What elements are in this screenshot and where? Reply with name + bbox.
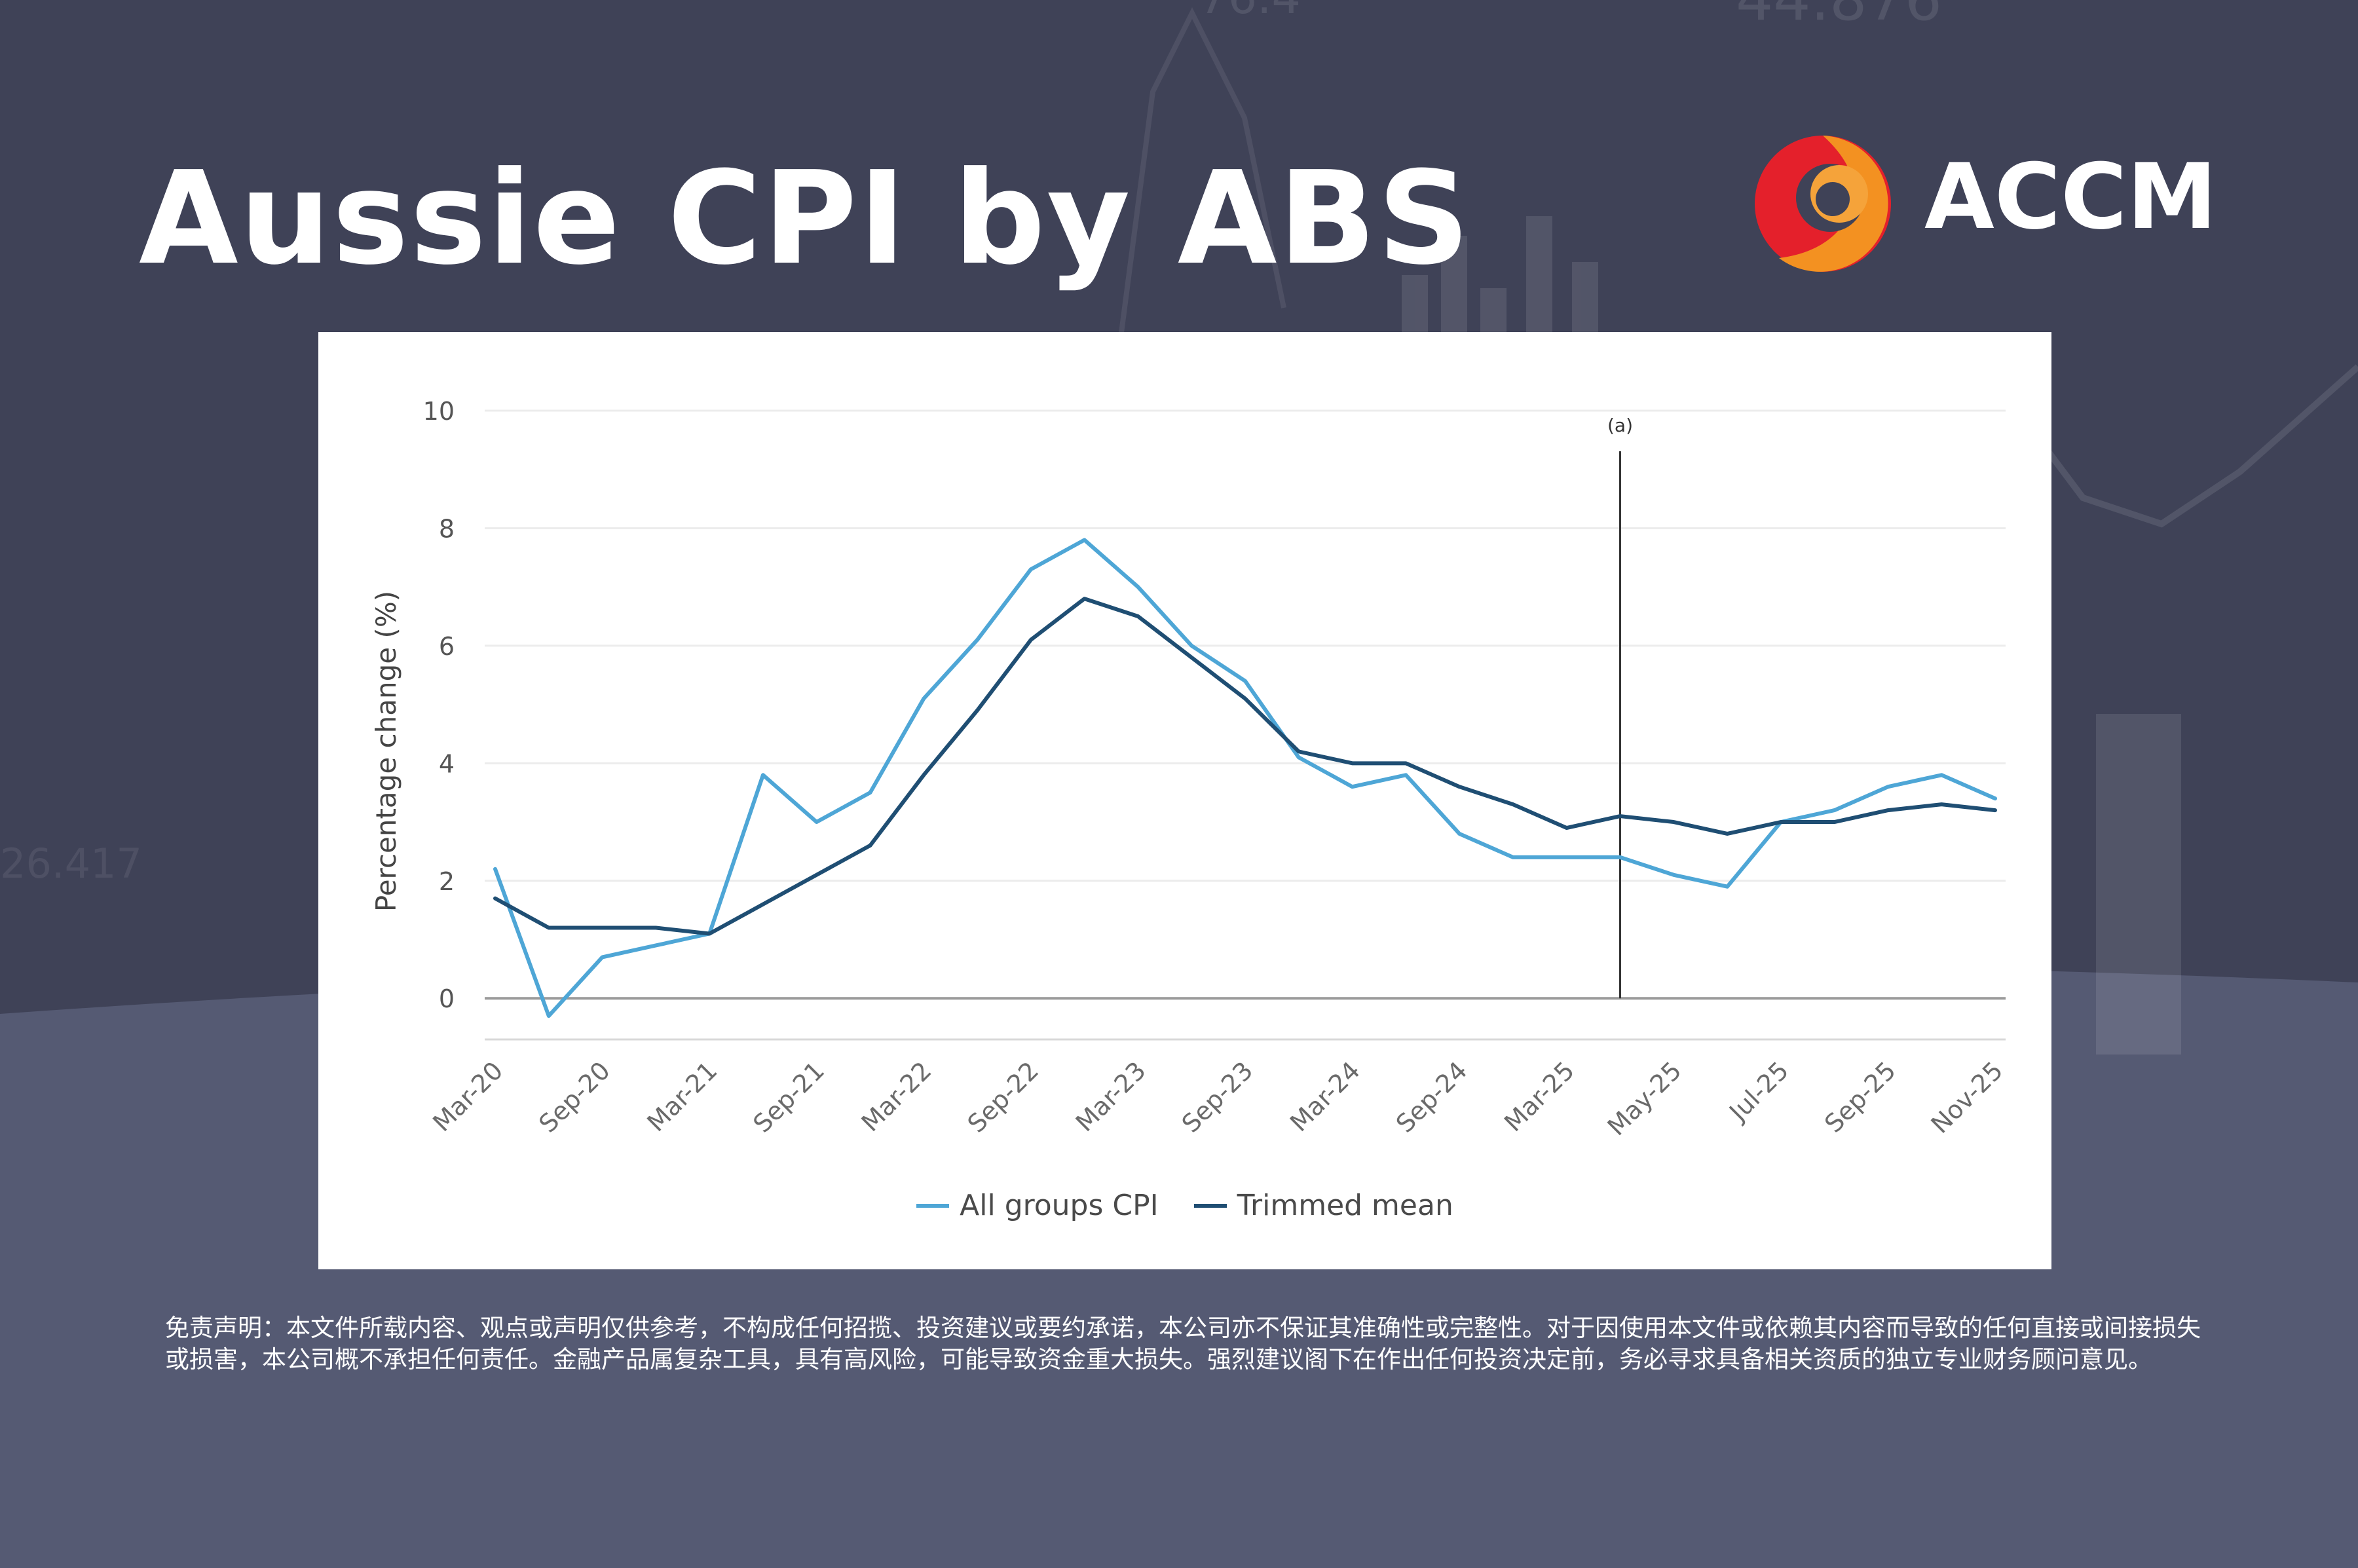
series-line-all-groups-cpi bbox=[493, 538, 1997, 1018]
chart-panel: 0 2 4 6 8 10 Percentage change (%) Mar-20 Sep-20… bbox=[318, 332, 2051, 1269]
x-tick-label: Sep-24 bbox=[1391, 1056, 1473, 1138]
annotation-label: (a) bbox=[1607, 415, 1633, 436]
x-tick-label: Sep-20 bbox=[533, 1056, 616, 1138]
background-number: 26.417 bbox=[0, 840, 142, 887]
y-tick-label: 8 bbox=[439, 514, 455, 543]
y-axis-label: Percentage change (%) bbox=[370, 591, 402, 912]
y-tick-label: 10 bbox=[423, 397, 455, 426]
y-tick-label: 0 bbox=[439, 984, 455, 1013]
y-tick-label: 4 bbox=[439, 749, 455, 778]
logo-text: ACCM bbox=[1924, 144, 2217, 250]
x-tick-label: May-25 bbox=[1602, 1056, 1687, 1141]
legend-label-trimmed-mean: Trimmed mean bbox=[1237, 1189, 1453, 1222]
legend-swatch-trimmed-mean bbox=[1193, 1203, 1227, 1208]
legend-swatch-all-groups-cpi bbox=[916, 1203, 950, 1208]
x-tick-label: Nov-25 bbox=[1926, 1056, 2009, 1139]
brand-logo: ACCM bbox=[1753, 134, 2217, 274]
y-tick-label: 2 bbox=[439, 867, 455, 896]
x-tick-label: Sep-25 bbox=[1819, 1056, 1901, 1138]
legend-label-all-groups-cpi: All groups CPI bbox=[960, 1189, 1159, 1222]
x-tick-label: Sep-23 bbox=[1176, 1056, 1259, 1138]
x-tick-label: Sep-21 bbox=[747, 1056, 830, 1138]
x-tick-label: Sep-22 bbox=[962, 1056, 1045, 1138]
legend-item-trimmed-mean: Trimmed mean bbox=[1193, 1189, 1453, 1222]
x-tick-label: Jul-25 bbox=[1723, 1056, 1794, 1127]
legend-item-all-groups-cpi: All groups CPI bbox=[916, 1189, 1159, 1222]
background-number: 76.4 bbox=[1199, 0, 1301, 24]
logo-mark-icon bbox=[1755, 136, 1891, 272]
page-title: Aussie CPI by ABS bbox=[139, 144, 1472, 293]
x-tick-label: Mar-24 bbox=[1284, 1056, 1366, 1137]
series-line-trimmed-mean bbox=[493, 597, 1997, 936]
y-tick-label: 6 bbox=[439, 632, 455, 661]
x-tick-label: Mar-22 bbox=[856, 1056, 937, 1137]
chart-legend: All groups CPI Trimmed mean bbox=[318, 1189, 2051, 1222]
cpi-line-chart: 0 2 4 6 8 10 Percentage change (%) Mar-20 Sep-20… bbox=[370, 397, 2009, 1141]
background-number: 44.876 bbox=[1736, 0, 1942, 34]
x-tick-label: Mar-20 bbox=[427, 1056, 508, 1137]
x-tick-label: Mar-21 bbox=[642, 1056, 723, 1137]
disclaimer-text: 免责声明：本文件所载内容、观点或声明仅供参考，不构成任何招揽、投资建议或要约承诺… bbox=[165, 1314, 2201, 1374]
x-tick-label: Mar-25 bbox=[1499, 1056, 1580, 1137]
x-tick-label: Mar-23 bbox=[1070, 1056, 1151, 1137]
